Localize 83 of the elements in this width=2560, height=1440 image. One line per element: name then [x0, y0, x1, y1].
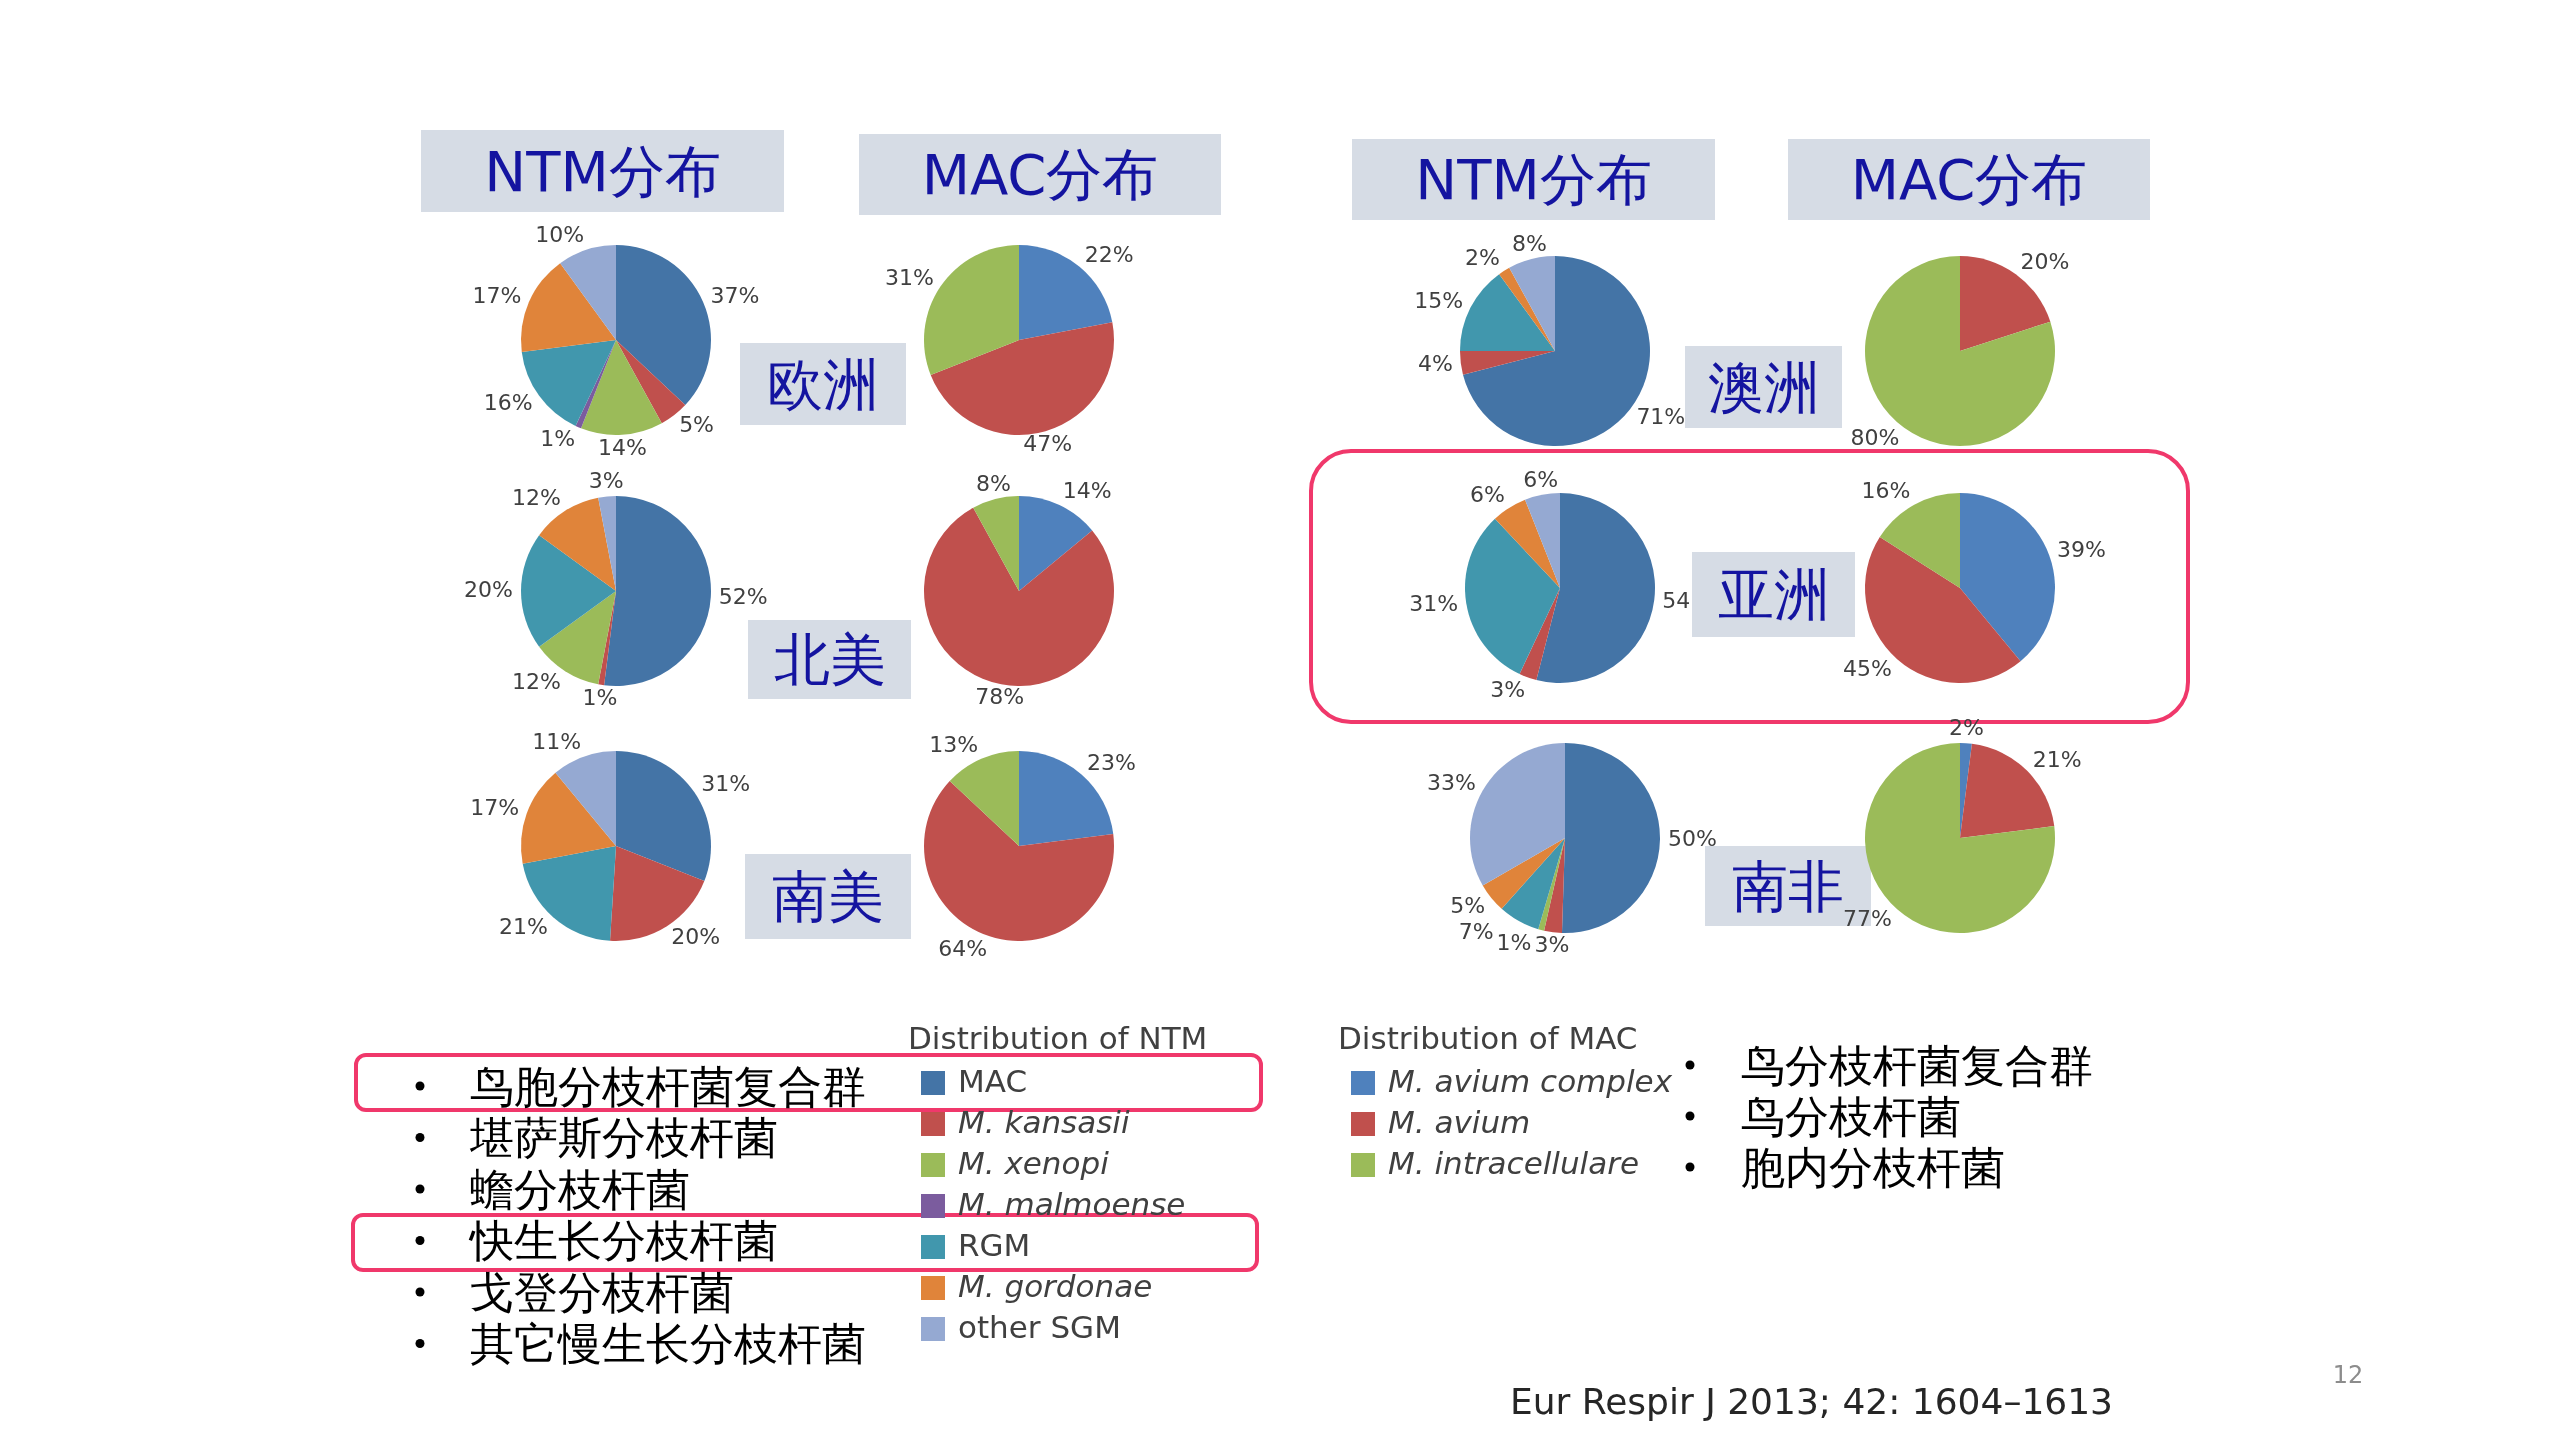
legend-label: M. avium: [1388, 1103, 1531, 1140]
data-label: 14%: [598, 434, 647, 460]
legend-label: M. intracellulare: [1388, 1144, 1640, 1181]
legend-label: M. malmoense: [958, 1185, 1186, 1222]
data-label: 4%: [1417, 350, 1453, 376]
chart-title: NTM分布: [1415, 147, 1652, 212]
data-label: 50%: [1668, 825, 1717, 851]
data-label: 20%: [464, 577, 513, 602]
data-label: 5%: [679, 412, 715, 438]
data-label: 52%: [718, 583, 768, 609]
data-label: 10%: [535, 222, 585, 248]
legend-label: RGM: [958, 1226, 1031, 1263]
chart-title: MAC分布: [1850, 147, 2088, 212]
data-label: 54: [1662, 587, 1691, 613]
text: 戈登分枝杆菌: [470, 1266, 734, 1318]
text: 堪萨斯分枝杆菌: [469, 1112, 778, 1163]
chart-title: MAC分布: [921, 142, 1159, 207]
legend-label: M. gordonae: [958, 1267, 1153, 1304]
text: 欧洲: [767, 351, 879, 417]
text: 蟾分枝杆菌: [470, 1163, 690, 1215]
data-label: 12%: [511, 484, 561, 510]
text: 其它慢生长分枝杆菌: [470, 1318, 866, 1369]
data-label: 8%: [1511, 231, 1547, 257]
data-label: 17%: [472, 282, 522, 308]
data-label: 14%: [1062, 478, 1112, 504]
text: 北美: [773, 627, 886, 692]
data-label: 47%: [1023, 430, 1073, 456]
data-label: 20%: [2020, 248, 2070, 274]
legend-label: other SGM: [958, 1308, 1121, 1345]
data-label: 12%: [511, 669, 561, 695]
data-label: 5%: [1450, 892, 1486, 918]
chart-title: NTM分布: [484, 138, 721, 204]
data-label: 11%: [532, 729, 582, 755]
text: 亚洲: [1717, 562, 1830, 627]
text: 澳洲: [1707, 354, 1820, 420]
data-label: 78%: [975, 684, 1025, 710]
legend-label: M. xenopi: [958, 1144, 1110, 1181]
legend-title: Distribution of MAC: [1338, 1019, 1638, 1056]
data-label: 8%: [975, 471, 1011, 497]
data-label: 1%: [582, 684, 618, 710]
data-label: 15%: [1414, 287, 1464, 313]
data-label: 1%: [540, 426, 576, 452]
data-label: 39%: [2056, 537, 2106, 563]
data-label: 71%: [1636, 403, 1686, 429]
data-label: 20%: [671, 924, 721, 950]
data-label: 17%: [470, 795, 520, 821]
data-label: 22%: [1084, 242, 1134, 267]
text: Eur Respir J 2013; 42: 1604–1613: [1509, 1380, 2113, 1422]
data-label: 21%: [499, 913, 548, 939]
legend-title: Distribution of NTM: [908, 1019, 1208, 1056]
data-label: 64%: [938, 935, 988, 961]
text: 南非: [1732, 853, 1844, 919]
data-label: 6%: [1469, 481, 1505, 507]
data-label: 7%: [1458, 919, 1494, 945]
data-label: 2%: [1464, 244, 1500, 270]
text: 南美: [772, 864, 884, 929]
text: 鸟分枝杆菌: [1741, 1090, 1961, 1142]
text: 12: [2332, 1361, 2364, 1389]
legend-label: M. kansasii: [958, 1103, 1130, 1140]
data-label: 45%: [1843, 655, 1892, 681]
text: 鸟分枝杆菌复合群: [1741, 1039, 2093, 1091]
data-label: 1%: [1496, 929, 1532, 955]
data-label: 3%: [588, 468, 624, 494]
data-label: 13%: [929, 731, 979, 757]
data-label: 3%: [1534, 932, 1570, 958]
data-label: 21%: [2032, 746, 2082, 772]
data-label: 31%: [701, 770, 751, 796]
data-label: 6%: [1523, 466, 1559, 492]
data-label: 16%: [1861, 478, 1911, 504]
text: 快生长分枝杆菌: [468, 1215, 778, 1266]
data-label: 33%: [1426, 769, 1476, 795]
legend-label: M. avium complex: [1388, 1062, 1673, 1099]
data-label: 16%: [483, 390, 533, 416]
data-label: 80%: [1850, 425, 1900, 451]
data-label: 77%: [1843, 905, 1892, 931]
data-label: 3%: [1490, 676, 1526, 702]
data-label: 31%: [1409, 591, 1459, 617]
text: 胞内分枝杆菌: [1741, 1141, 2005, 1193]
legend-label: MAC: [958, 1062, 1028, 1099]
data-label: 37%: [710, 282, 760, 308]
data-label: 31%: [884, 264, 934, 290]
text: 鸟胞分枝杆菌复合群: [470, 1060, 866, 1112]
data-label: 23%: [1087, 750, 1136, 776]
